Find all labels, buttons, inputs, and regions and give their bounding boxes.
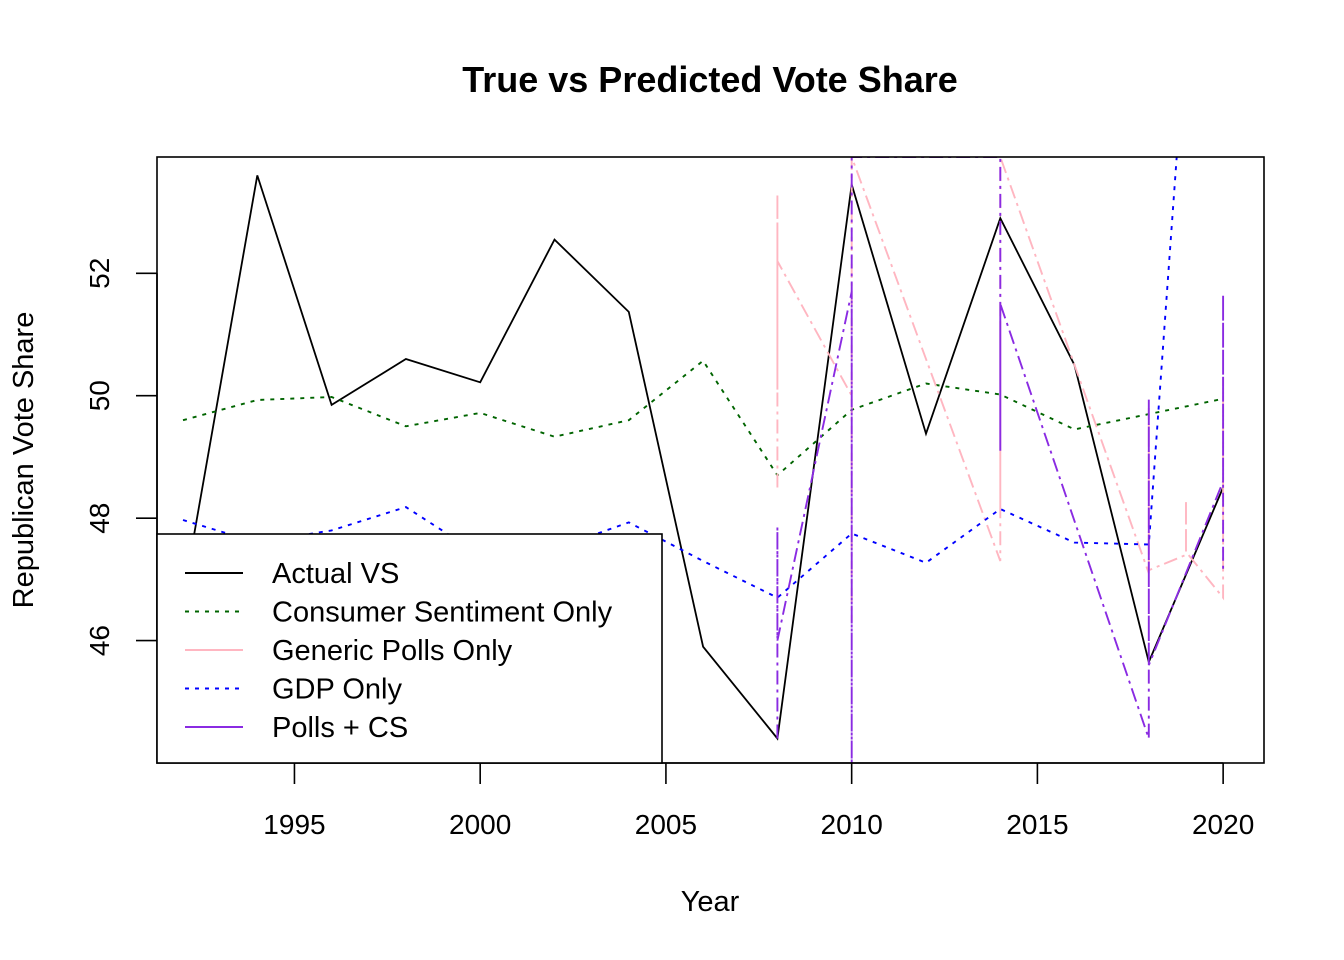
x-axis: 1995 2000 2005 2010 2015 2020 (263, 762, 1254, 840)
legend-label-consumer-sentiment-only: Consumer Sentiment Only (272, 597, 613, 629)
series-line-generic-polls-only (776, 157, 1225, 623)
y-tick-label-52: 52 (84, 258, 115, 289)
y-tick-label-48: 48 (84, 503, 115, 534)
x-tick-label-2010: 2010 (821, 809, 883, 840)
x-tick-label-2015: 2015 (1006, 809, 1068, 840)
series-line-polls-cs (776, 157, 1225, 763)
legend-label-generic-polls-only: Generic Polls Only (272, 635, 513, 667)
x-tick-label-1995: 1995 (263, 809, 325, 840)
y-axis-label: Republican Vote Share (8, 312, 40, 609)
series-line-consumer-sentiment-only (182, 359, 1224, 477)
series-line-gdp-only (182, 157, 1178, 599)
series-line-actual-vs (182, 175, 1224, 741)
chart-title: True vs Predicted Vote Share (462, 59, 958, 100)
y-tick-label-50: 50 (84, 380, 115, 411)
x-axis-label: Year (681, 886, 740, 918)
x-tick-label-2000: 2000 (449, 809, 511, 840)
y-tick-label-46: 46 (84, 625, 115, 656)
legend-label-actual-vs: Actual VS (272, 558, 399, 590)
x-tick-label-2020: 2020 (1192, 809, 1254, 840)
y-axis: 46 48 50 52 (84, 258, 158, 656)
x-tick-label-2005: 2005 (635, 809, 697, 840)
legend-label-gdp-only: GDP Only (272, 674, 403, 706)
series-layer (182, 157, 1225, 763)
legend: Actual VS Consumer Sentiment Only Generic … (156, 533, 663, 764)
legend-label-polls-cs: Polls + CS (272, 712, 408, 744)
